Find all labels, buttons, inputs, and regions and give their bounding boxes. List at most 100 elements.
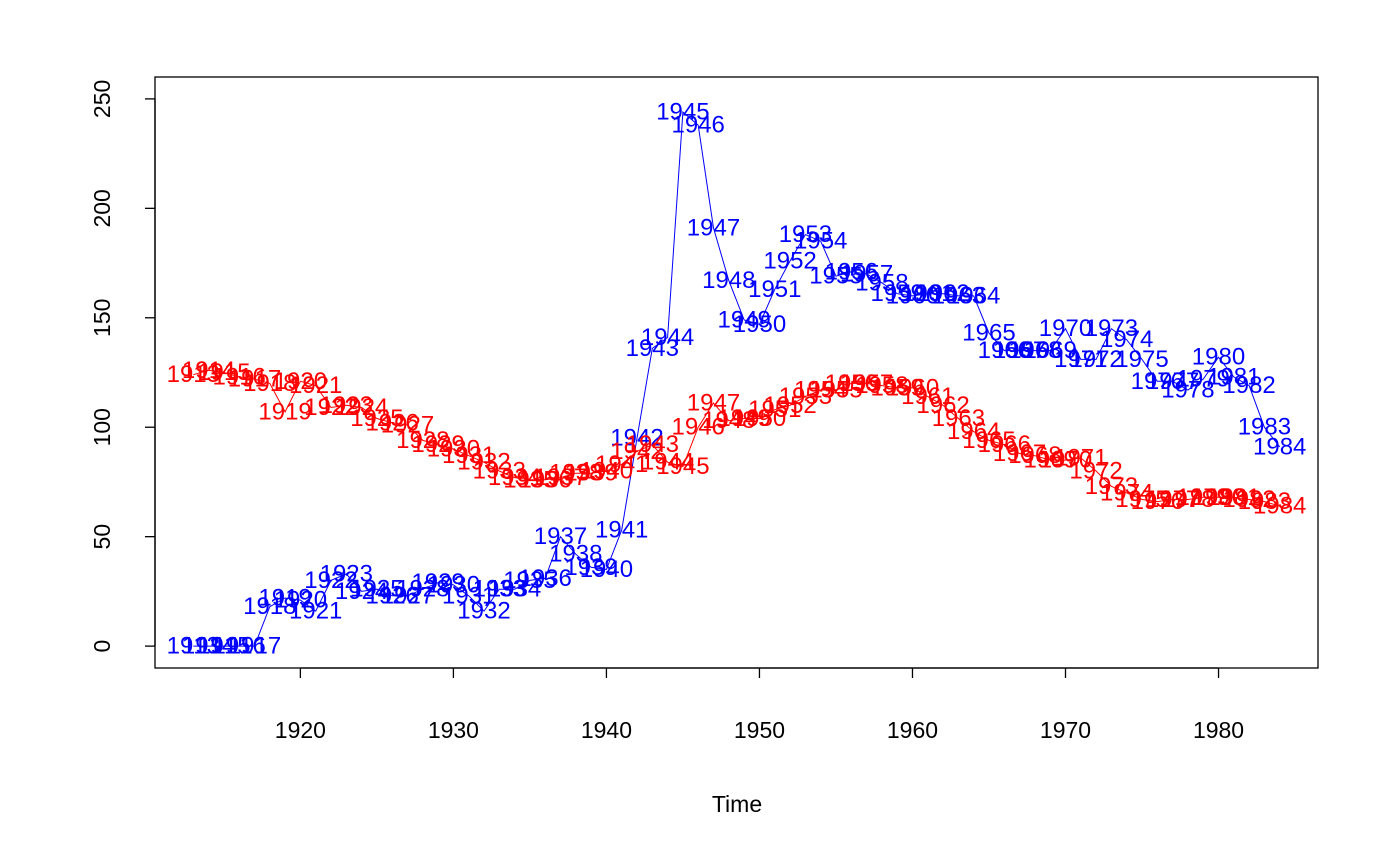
point-label: 1922	[304, 567, 357, 594]
point-label: 1963	[932, 405, 985, 432]
point-label: 1941	[595, 451, 648, 478]
point-label: 1930	[427, 436, 480, 463]
point-label: 1953	[779, 383, 832, 410]
point-label: 1932	[457, 598, 510, 625]
series-labels-blue: 1913191419151916191719181919192019211922…	[167, 99, 1307, 660]
point-label: 1967	[993, 440, 1046, 467]
point-label: 1970	[1039, 447, 1092, 474]
point-label: 1933	[473, 458, 526, 485]
point-label: 1978	[1161, 377, 1214, 404]
point-label: 1976	[1131, 368, 1184, 395]
point-label: 1931	[442, 582, 495, 609]
point-label: 1968	[1008, 442, 1061, 469]
point-label: 1961	[901, 383, 954, 410]
point-label: 1975	[1115, 346, 1168, 373]
point-label: 1915	[197, 633, 250, 660]
point-label: 1969	[1024, 337, 1077, 364]
point-label: 1944	[641, 324, 694, 351]
point-label: 1920	[274, 587, 327, 614]
point-label: 1916	[213, 363, 266, 390]
y-tick-label: 200	[89, 189, 115, 227]
point-label: 1982	[1222, 486, 1275, 513]
point-label: 1946	[672, 414, 725, 441]
point-label: 1942	[610, 438, 663, 465]
point-label: 1979	[1177, 484, 1230, 511]
point-label: 1955	[809, 377, 862, 404]
point-label: 1984	[1253, 493, 1306, 520]
x-tick-label: 1950	[734, 717, 785, 743]
point-label: 1944	[641, 449, 694, 476]
point-label: 1914	[182, 633, 235, 660]
point-label: 1916	[213, 633, 266, 660]
point-label: 1974	[1100, 479, 1153, 506]
point-label: 1970	[1039, 315, 1092, 342]
point-label: 1983	[1238, 488, 1291, 515]
point-label: 1931	[442, 442, 495, 469]
point-label: 1915	[197, 359, 250, 386]
point-label: 1920	[274, 368, 327, 395]
point-label: 1972	[1069, 458, 1122, 485]
point-label: 1936	[519, 565, 572, 592]
point-label: 1972	[1069, 346, 1122, 373]
point-label: 1960	[886, 374, 939, 401]
point-label: 1925	[350, 576, 403, 603]
point-label: 1961	[901, 280, 954, 307]
y-tick-label: 0	[89, 640, 115, 653]
point-label: 1954	[794, 228, 847, 255]
point-label: 1949	[718, 307, 771, 334]
point-label: 1932	[457, 449, 510, 476]
y-tick-label: 150	[89, 299, 115, 337]
point-label: 1971	[1054, 346, 1107, 373]
point-label: 1924	[335, 394, 388, 421]
point-label: 1957	[840, 370, 893, 397]
point-label: 1958	[855, 372, 908, 399]
point-label: 1918	[243, 593, 296, 620]
point-label: 1958	[855, 269, 908, 296]
point-label: 1938	[549, 460, 602, 487]
point-label: 1929	[411, 569, 464, 596]
y-axis: 0 50 100 150 200 250	[89, 80, 156, 653]
point-label: 1960	[886, 282, 939, 309]
point-label: 1973	[1085, 473, 1138, 500]
x-tick-label: 1940	[581, 717, 632, 743]
series-line-blue	[193, 110, 1281, 647]
point-label: 1948	[702, 267, 755, 294]
point-label: 1927	[381, 412, 434, 439]
x-axis: 1920 1930 1940 1950 1960 1970 1980	[275, 667, 1244, 743]
point-label: 1918	[243, 370, 296, 397]
point-label: 1938	[549, 541, 602, 568]
point-label: 1957	[840, 261, 893, 288]
point-label: 1980	[1192, 344, 1245, 371]
point-label: 1969	[1024, 447, 1077, 474]
point-label: 1945	[656, 453, 709, 480]
point-label: 1971	[1054, 444, 1107, 471]
point-label: 1954	[794, 377, 847, 404]
point-label: 1917	[228, 366, 281, 393]
point-label: 1943	[626, 431, 679, 458]
point-label: 1975	[1115, 486, 1168, 513]
point-label: 1934	[488, 576, 541, 603]
point-label: 1946	[672, 112, 725, 139]
point-label: 1981	[1207, 363, 1260, 390]
point-label: 1981	[1207, 484, 1260, 511]
point-label: 1934	[488, 464, 541, 491]
point-label: 1945	[656, 99, 709, 126]
point-label: 1964	[947, 282, 1000, 309]
point-label: 1924	[335, 578, 388, 605]
series-line-red	[193, 369, 1280, 507]
point-label: 1953	[779, 221, 832, 248]
point-label: 1913	[167, 633, 220, 660]
point-label: 1917	[228, 633, 281, 660]
point-label: 1964	[947, 418, 1000, 445]
point-label: 1950	[733, 311, 786, 338]
point-label: 1935	[503, 567, 556, 594]
x-tick-label: 1960	[887, 717, 938, 743]
point-label: 1923	[320, 560, 373, 587]
point-label: 1949	[718, 405, 771, 432]
point-label: 1927	[381, 582, 434, 609]
point-label: 1979	[1177, 366, 1230, 393]
point-label: 1943	[626, 335, 679, 362]
point-label: 1937	[534, 523, 587, 550]
